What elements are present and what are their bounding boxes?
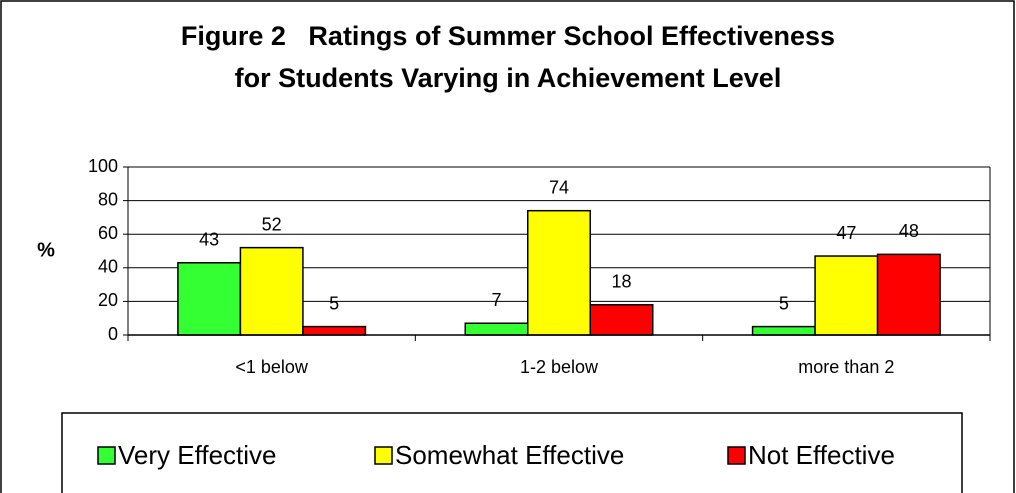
y-tick-label: 40 (98, 257, 118, 277)
bar (177, 262, 242, 336)
x-tick-label: more than 2 (798, 357, 894, 377)
bar (751, 325, 816, 336)
legend-swatch (97, 446, 116, 465)
value-label: 5 (779, 293, 789, 313)
legend-box (61, 412, 963, 493)
value-label: 47 (836, 223, 856, 243)
x-tick-label: 1-2 below (520, 357, 599, 377)
legend-swatch (727, 446, 746, 465)
bar (876, 253, 941, 336)
y-tick-label: 20 (98, 290, 118, 310)
legend-swatch (374, 446, 393, 465)
legend-label: Not Effective (748, 440, 895, 470)
x-tick-label: <1 below (235, 357, 309, 377)
legend-label: Somewhat Effective (395, 440, 624, 470)
bar (464, 322, 529, 336)
value-label: 43 (199, 230, 219, 250)
chart-title: for Students Varying in Achievement Leve… (235, 63, 782, 93)
bar (302, 325, 367, 336)
value-label: 7 (491, 290, 501, 310)
y-tick-label: 0 (108, 324, 118, 344)
value-label: 5 (329, 293, 339, 313)
value-label: 74 (549, 177, 569, 197)
bar (814, 255, 879, 336)
value-label: 48 (899, 221, 919, 241)
chart-title: Figure 2 Ratings of Summer School Effect… (181, 21, 835, 51)
value-label: 18 (611, 272, 631, 292)
y-tick-label: 60 (98, 223, 118, 243)
y-axis-label: % (37, 239, 55, 261)
legend-label: Very Effective (118, 440, 277, 470)
bar (239, 246, 304, 336)
bar (589, 304, 654, 336)
y-tick-label: 80 (98, 189, 118, 209)
bar (527, 209, 591, 336)
value-label: 52 (262, 214, 282, 234)
y-tick-label: 100 (88, 156, 118, 176)
